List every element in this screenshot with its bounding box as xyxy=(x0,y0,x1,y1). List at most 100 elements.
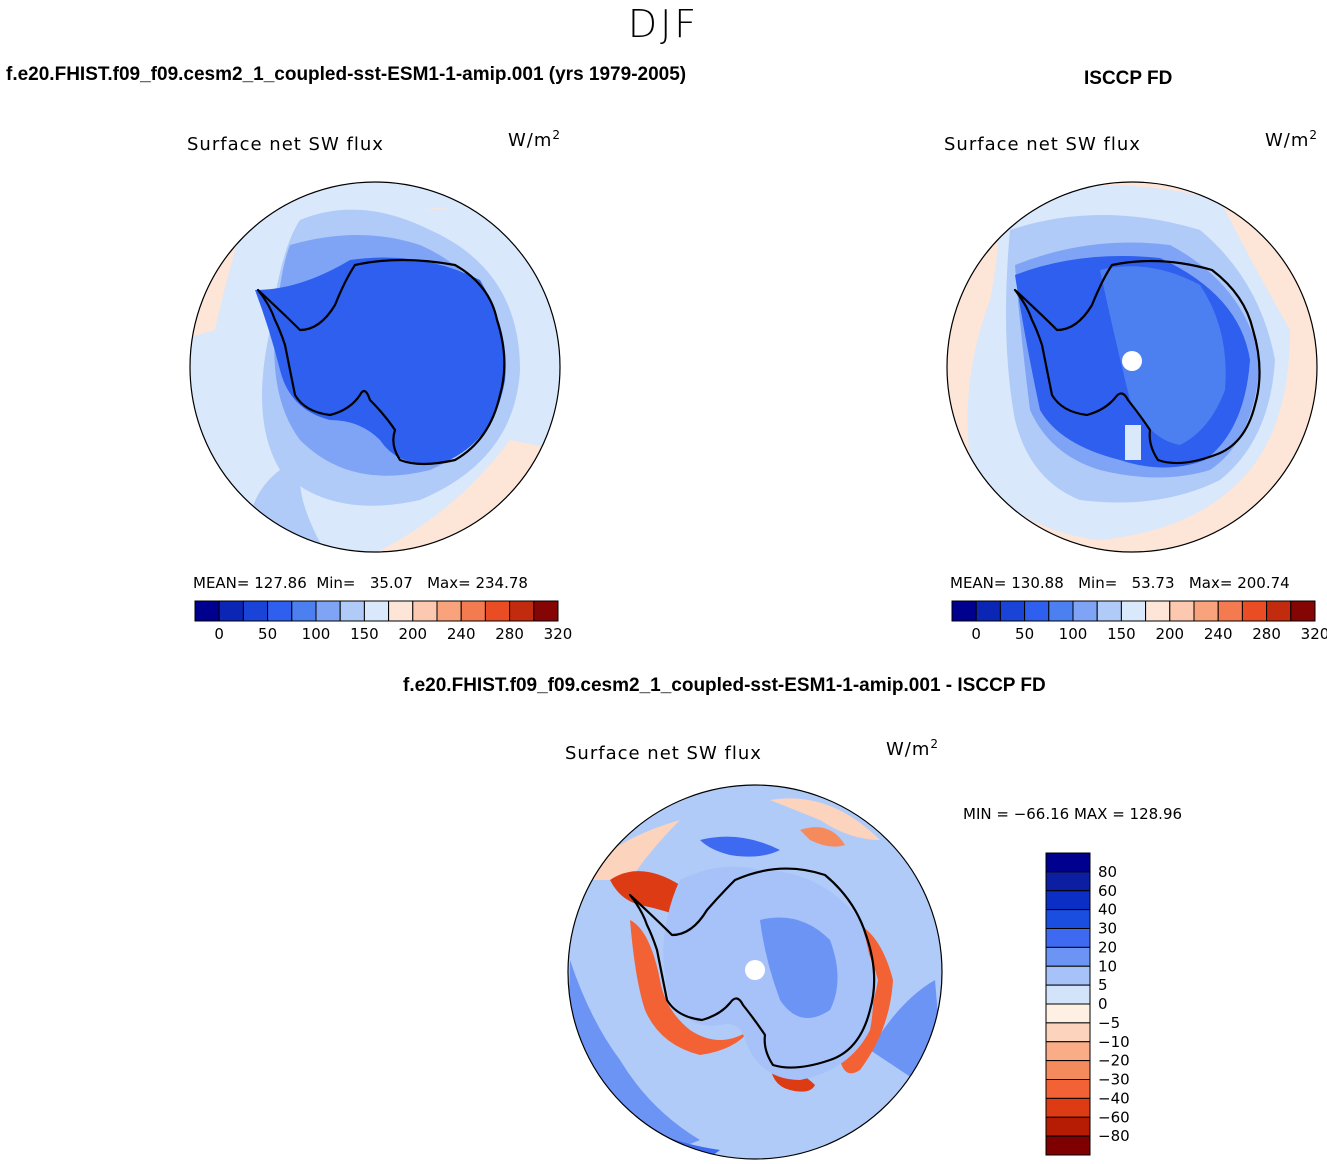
panel2-colorbar-swatch xyxy=(1024,600,1050,622)
panel3-pos-coast-east xyxy=(840,920,893,1074)
panel1-colorbar-tick-label: 240 xyxy=(447,625,476,643)
panel3-colorbar-tick-label: −20 xyxy=(1098,1052,1130,1070)
panel1-colorbar-swatch xyxy=(242,600,269,622)
panel1-colorbar-swatch xyxy=(436,600,462,622)
panel3-colorbar-tick-label: −60 xyxy=(1098,1108,1130,1126)
panel1-colorbar-tick-label: 280 xyxy=(495,625,524,643)
panel3-units: W/m2 xyxy=(886,737,940,760)
panel2-colorbar-swatch xyxy=(1241,600,1268,622)
panel2-colorbar-swatch xyxy=(1193,600,1219,622)
panel3-colorbar-tick-label: 30 xyxy=(1098,920,1117,938)
panel2-units: W/m2 xyxy=(1265,128,1319,151)
panel2-map-border xyxy=(946,181,1318,553)
panel3-colorbar-swatch xyxy=(1045,852,1091,873)
panel3-colorbar-tick-label: 5 xyxy=(1098,976,1108,994)
panel2-variable: Surface net SW flux xyxy=(944,134,1141,155)
panel1-colorbar-swatch xyxy=(363,600,390,622)
panel2-colorbar: 0 50 100 150 200 240 280 320 xyxy=(951,600,1327,643)
panel1-variable: Surface net SW flux xyxy=(187,134,384,155)
panel1-colorbar-tick-label: 200 xyxy=(398,625,427,643)
panel1-colorbar-swatch xyxy=(484,600,511,622)
panel1-colorbar-swatch xyxy=(218,600,244,622)
panel2-colorbar-swatch xyxy=(999,600,1026,622)
panel3-colorbar-swatch xyxy=(1045,1003,1091,1024)
panel3-colorbar-tick-label: −5 xyxy=(1098,1014,1120,1032)
panel1-colorbar-swatch xyxy=(339,600,365,622)
panel3-colorbar-swatch xyxy=(1045,946,1091,967)
panel3-colorbar-swatch xyxy=(1045,1116,1091,1137)
panel3-pos-nw xyxy=(580,820,680,880)
panel1-colorbar-tick-label: 0 xyxy=(214,625,224,643)
panel3-colorbar-swatch xyxy=(1045,1022,1091,1043)
panel2-colorbar-swatch xyxy=(1096,600,1122,622)
panel3-colorbar-tick-label: 20 xyxy=(1098,938,1117,956)
panel3-colorbar-swatch xyxy=(1045,1135,1091,1156)
panel1-colorbar-tick-label: 50 xyxy=(258,625,277,643)
panel2-colorbar-swatch xyxy=(1290,600,1316,622)
panel3-colorbar-swatch xyxy=(1045,890,1091,911)
panel1-case-title: f.e20.FHIST.f09_f09.cesm2_1_coupled-sst-… xyxy=(6,64,687,85)
panel1-colorbar-tick-label: 150 xyxy=(350,625,379,643)
panel2-colorbar-swatch xyxy=(1048,600,1074,622)
panel3-colorbar-swatch xyxy=(1045,1097,1091,1118)
panel3-colorbar-swatch xyxy=(1045,928,1091,948)
panel3-colorbar-tick-label: −80 xyxy=(1098,1127,1130,1145)
panel3-pole-hole xyxy=(745,960,765,980)
panel2-colorbar-tick-label: 280 xyxy=(1252,625,1281,643)
panel1-units: W/m2 xyxy=(508,128,562,151)
season-title: DJF xyxy=(627,2,700,46)
panel2-map xyxy=(947,182,1317,552)
panel2-stats: MEAN= 130.88 Min= 53.73 Max= 200.74 xyxy=(950,574,1290,592)
panel1-colorbar-swatch xyxy=(267,600,293,622)
panel3-colorbar-swatch xyxy=(1045,871,1091,892)
panel3-pos-coast-west xyxy=(630,920,750,1055)
panel2-pole-hole xyxy=(1122,351,1142,371)
panel3-map-border xyxy=(567,784,943,1160)
panel1-colorbar-tick-label: 320 xyxy=(544,625,573,643)
panel1-colorbar-swatch xyxy=(509,600,535,622)
panel2-coastline xyxy=(1013,259,1261,465)
panel3-colorbar-tick-label: 60 xyxy=(1098,882,1117,900)
panel2-colorbar-swatch xyxy=(1145,600,1171,622)
panel2-colorbar-tick-label: 150 xyxy=(1107,625,1136,643)
panel3-colorbar-tick-label: −30 xyxy=(1098,1071,1130,1089)
panel2-colorbar-swatch xyxy=(1072,600,1098,622)
panel3-case-title: f.e20.FHIST.f09_f09.cesm2_1_coupled-sst-… xyxy=(403,675,1046,696)
panel3-plateau xyxy=(760,917,838,1018)
panel1-colorbar-swatch xyxy=(412,600,438,622)
panel2-colorbar-swatch xyxy=(975,600,1001,622)
panel1-colorbar: 0 50 100 150 200 240 280 320 xyxy=(194,600,573,643)
panel2-case-title: ISCCP FD xyxy=(1084,68,1173,89)
panel3-colorbar-tick-label: −10 xyxy=(1098,1033,1130,1051)
panel1-colorbar-swatch xyxy=(533,600,559,622)
panel2-colorbar-tick-label: 100 xyxy=(1059,625,1088,643)
panel3-variable: Surface net SW flux xyxy=(565,743,762,764)
panel1-colorbar-swatch xyxy=(460,600,486,622)
panel2-colorbar-swatch xyxy=(1169,600,1195,622)
panel2-colorbar-tick-label: 240 xyxy=(1204,625,1233,643)
panel1-colorbar-swatch xyxy=(291,600,317,622)
panel3-colorbar-swatch xyxy=(1045,984,1091,1005)
panel3-colorbar-tick-label: 10 xyxy=(1098,957,1117,975)
panel1-stats: MEAN= 127.86 Min= 35.07 Max= 234.78 xyxy=(193,574,528,592)
panel2-colorbar-tick-label: 0 xyxy=(971,625,981,643)
panel1-colorbar-swatch xyxy=(194,600,220,622)
panel3-continent xyxy=(663,866,874,1080)
panel2-colorbar-swatch xyxy=(951,600,977,622)
panel3-colorbar-swatch xyxy=(1045,1060,1091,1080)
panel3-colorbar-swatch xyxy=(1045,965,1091,986)
panel2-colorbar-swatch xyxy=(1120,600,1147,622)
panel2-colorbar-tick-label: 200 xyxy=(1155,625,1184,643)
panel1-colorbar-tick-label: 100 xyxy=(302,625,331,643)
panel3-colorbar-tick-label: −40 xyxy=(1098,1089,1130,1107)
panel3-colorbar-tick-label: 80 xyxy=(1098,863,1117,881)
panel3-coastline xyxy=(628,867,876,1069)
panel1-map xyxy=(190,182,560,552)
panel2-plateau xyxy=(1100,266,1226,445)
panel3-colorbar-swatch xyxy=(1045,1079,1091,1099)
panel2-colorbar-tick-label: 320 xyxy=(1301,625,1327,643)
panel3-map xyxy=(568,785,942,1159)
panel3-colorbar-tick-label: 40 xyxy=(1098,901,1117,919)
